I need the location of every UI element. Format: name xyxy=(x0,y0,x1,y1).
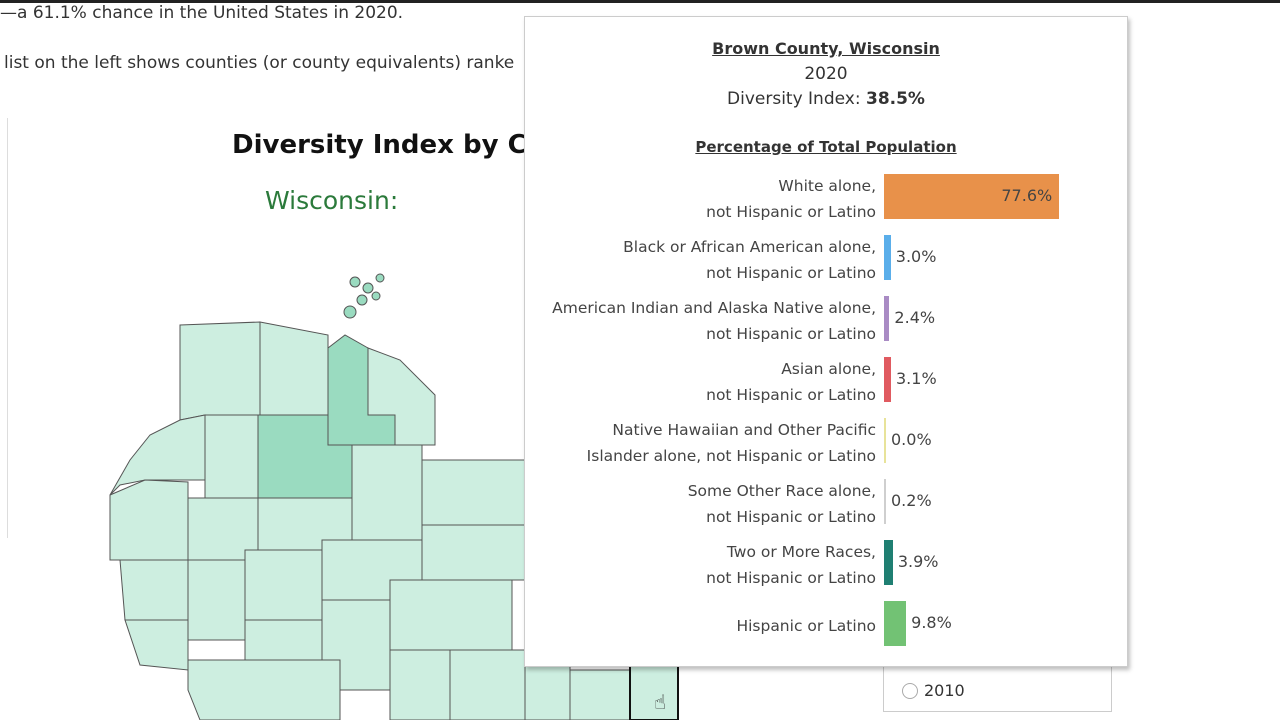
label-line: not Hispanic or Latino xyxy=(706,325,876,343)
county xyxy=(259,321,329,416)
percentage-value: 3.0% xyxy=(895,247,937,266)
percentage-value: 0.0% xyxy=(891,430,932,449)
county-list-panel[interactable] xyxy=(0,118,8,538)
county-highlighted xyxy=(327,334,396,446)
population-row: White alone, not Hispanic or Latino 77.6% xyxy=(525,166,1129,227)
label-line: Islander alone, not Hispanic or Latino xyxy=(586,447,876,465)
label-line: Some Other Race alone, xyxy=(687,482,876,500)
state-name: Wisconsin: xyxy=(265,186,399,215)
radio-2010[interactable]: 2010 xyxy=(902,681,965,700)
percentage-bar xyxy=(884,296,890,341)
percentage-value: 2.4% xyxy=(894,308,936,327)
percentage-bar xyxy=(884,479,886,524)
label-line: not Hispanic or Latino xyxy=(706,569,876,587)
race-label: Some Other Race alone, not Hispanic or La… xyxy=(688,478,876,530)
brown-county-selected xyxy=(629,664,679,720)
label-line: White alone, xyxy=(778,177,876,195)
county xyxy=(119,559,189,621)
population-row: Black or African American alone, not Hisp… xyxy=(525,227,1129,288)
label-line: American Indian and Alaska Native alone, xyxy=(552,299,876,317)
wisconsin-county-map[interactable] xyxy=(100,260,720,720)
percentage-bar xyxy=(884,418,886,463)
county xyxy=(351,444,423,541)
hand-cursor-icon: ☝ xyxy=(654,690,667,714)
percentage-value: 3.9% xyxy=(897,552,939,571)
percentage-value: 77.6% xyxy=(1001,186,1053,205)
index-value: 38.5% xyxy=(865,89,925,109)
index-label: Diversity Index: xyxy=(727,89,866,109)
label-line: Two or More Races, xyxy=(726,543,876,561)
label-line: Native Hawaiian and Other Pacific xyxy=(612,421,876,439)
county xyxy=(389,579,513,651)
population-row: Two or More Races, not Hispanic or Latino… xyxy=(525,532,1129,593)
county xyxy=(187,659,341,720)
label-line: Black or African American alone, xyxy=(623,238,876,256)
radio-circle-icon xyxy=(902,682,918,699)
tooltip-index: Diversity Index: 38.5% xyxy=(525,89,1127,109)
county xyxy=(421,459,526,526)
race-label: Black or African American alone, not Hisp… xyxy=(623,234,876,286)
population-row: Asian alone, not Hispanic or Latino 3.1% xyxy=(525,349,1129,410)
apostle-islands xyxy=(343,273,385,319)
race-label: American Indian and Alaska Native alone,… xyxy=(552,295,876,347)
county xyxy=(187,559,246,641)
map-title: Diversity Index by Cou xyxy=(232,130,564,160)
radio-label: 2010 xyxy=(924,681,965,700)
county xyxy=(421,524,526,581)
county xyxy=(244,619,323,661)
percentage-value: 0.2% xyxy=(891,491,932,510)
percentage-bar xyxy=(884,601,907,646)
county xyxy=(204,414,259,499)
county xyxy=(124,619,189,671)
race-label: White alone, not Hispanic or Latino xyxy=(706,173,876,225)
race-label: Hispanic or Latino xyxy=(736,613,876,639)
percentage-bar xyxy=(884,357,891,402)
label-line: not Hispanic or Latino xyxy=(706,508,876,526)
percentage-value: 9.8% xyxy=(911,613,952,632)
top-border xyxy=(0,0,1280,3)
county xyxy=(109,479,189,561)
percentage-bar xyxy=(884,235,891,280)
county xyxy=(449,649,526,720)
article-text: —a 61.1% chance in the United States in … xyxy=(0,3,404,23)
label-line: Asian alone, xyxy=(781,360,876,378)
percentage-value: 3.1% xyxy=(896,369,937,388)
population-row: Some Other Race alone, not Hispanic or La… xyxy=(525,471,1129,532)
population-row: American Indian and Alaska Native alone,… xyxy=(525,288,1129,349)
label-line: Hispanic or Latino xyxy=(736,617,876,635)
label-line: not Hispanic or Latino xyxy=(706,203,876,221)
label-line: not Hispanic or Latino xyxy=(706,264,876,282)
county xyxy=(244,549,323,621)
article-text: list on the left shows counties (or coun… xyxy=(4,53,515,73)
percentage-bar xyxy=(884,540,893,585)
tooltip-year: 2020 xyxy=(804,64,848,84)
race-label: Native Hawaiian and Other Pacific Islande… xyxy=(587,417,876,469)
race-label: Asian alone, not Hispanic or Latino xyxy=(706,356,876,408)
tooltip-county: Brown County, Wisconsin xyxy=(712,39,940,58)
label-line: not Hispanic or Latino xyxy=(706,386,876,404)
population-row: Native Hawaiian and Other Pacific Islande… xyxy=(525,410,1129,471)
county xyxy=(569,669,631,720)
tooltip-section-title: Percentage of Total Population xyxy=(695,138,957,156)
county xyxy=(389,649,451,720)
county xyxy=(179,321,261,421)
county-tooltip: Brown County, Wisconsin 2020 Diversity I… xyxy=(524,16,1128,667)
percentage-bar xyxy=(884,174,1060,219)
population-row: Hispanic or Latino 9.8% xyxy=(525,593,1129,654)
race-label: Two or More Races, not Hispanic or Latino xyxy=(706,539,876,591)
